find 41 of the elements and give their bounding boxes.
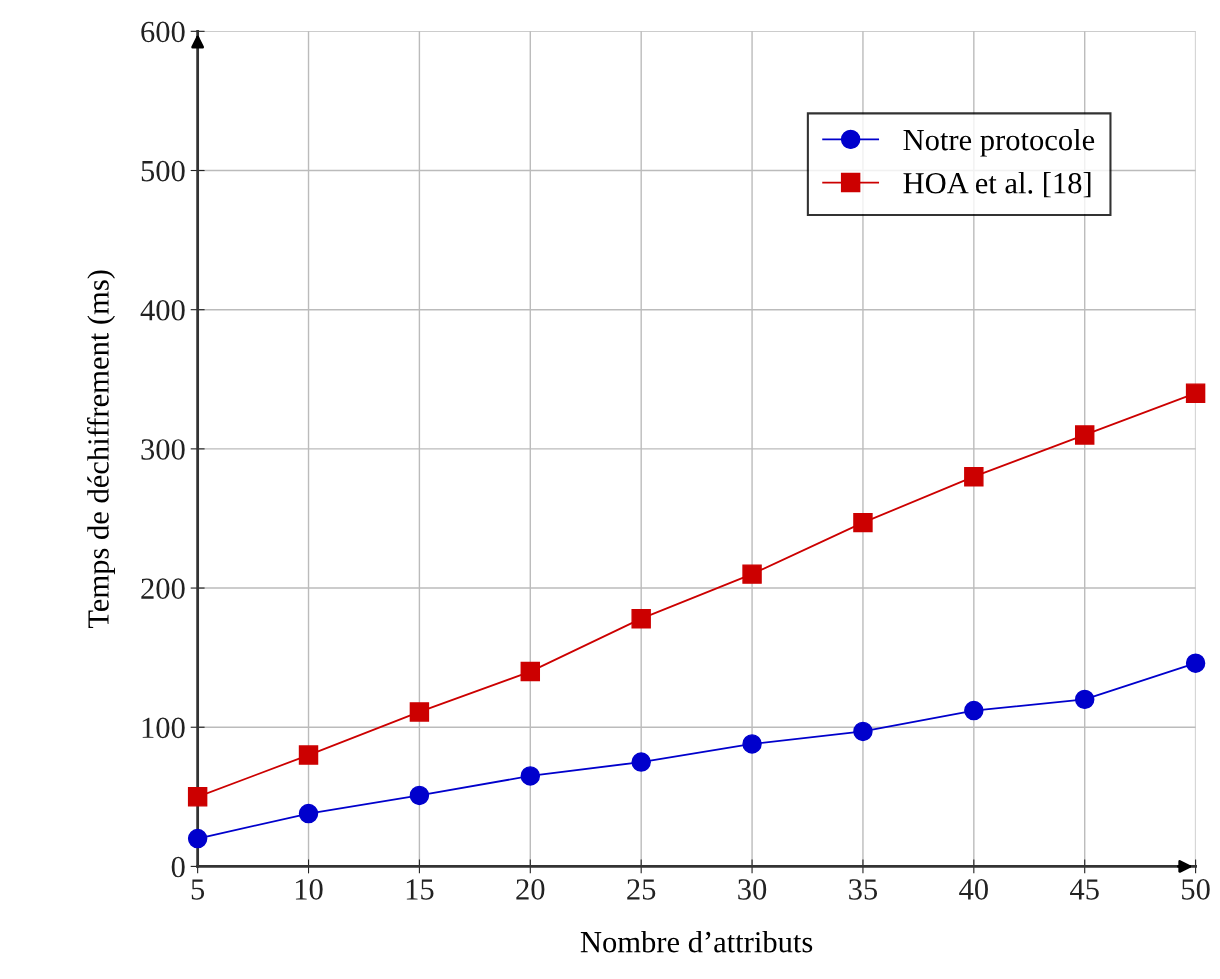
x-tick-label: 20 — [516, 879, 545, 900]
y-axis-title: Temps de déchiffrement (ms) — [86, 270, 115, 629]
point — [187, 787, 208, 807]
y-tick-label: 500 — [141, 160, 185, 182]
y-tick-label: 200 — [141, 578, 185, 599]
legend-label: Notre protocole — [903, 128, 1095, 157]
point — [1074, 425, 1095, 445]
point — [1074, 689, 1095, 710]
x-axis-title: Nombre d’attributs — [580, 930, 813, 953]
y-tick-label: 300 — [141, 439, 185, 460]
y-tick-label: 100 — [142, 717, 185, 739]
y-tick-label: 0 — [171, 856, 185, 878]
x-tick-label: 45 — [1070, 879, 1099, 900]
point — [964, 700, 984, 721]
point — [1185, 653, 1206, 673]
point — [742, 734, 762, 754]
point — [409, 785, 430, 806]
point — [298, 803, 319, 824]
point — [853, 721, 873, 742]
x-tick-label: 10 — [295, 879, 323, 900]
point — [853, 512, 873, 533]
x-tick-label: 35 — [849, 879, 878, 900]
point — [964, 466, 984, 487]
point — [409, 702, 430, 722]
point — [631, 608, 651, 629]
point — [631, 752, 651, 772]
point — [187, 828, 208, 849]
point — [298, 745, 319, 765]
x-tick-label: 50 — [1182, 879, 1210, 900]
point — [520, 661, 541, 682]
point — [1185, 383, 1206, 403]
point — [520, 766, 541, 786]
point — [742, 564, 762, 584]
y-tick-label: 600 — [141, 21, 185, 43]
x-tick-label: 30 — [738, 879, 767, 900]
x-tick-label: 25 — [627, 879, 656, 900]
x-tick-label: 15 — [406, 879, 434, 900]
legend-label: HOA et al. [18] — [903, 172, 1091, 198]
x-tick-label: 5 — [191, 879, 205, 900]
x-tick-label: 40 — [959, 879, 988, 900]
y-tick-label: 400 — [140, 299, 185, 321]
